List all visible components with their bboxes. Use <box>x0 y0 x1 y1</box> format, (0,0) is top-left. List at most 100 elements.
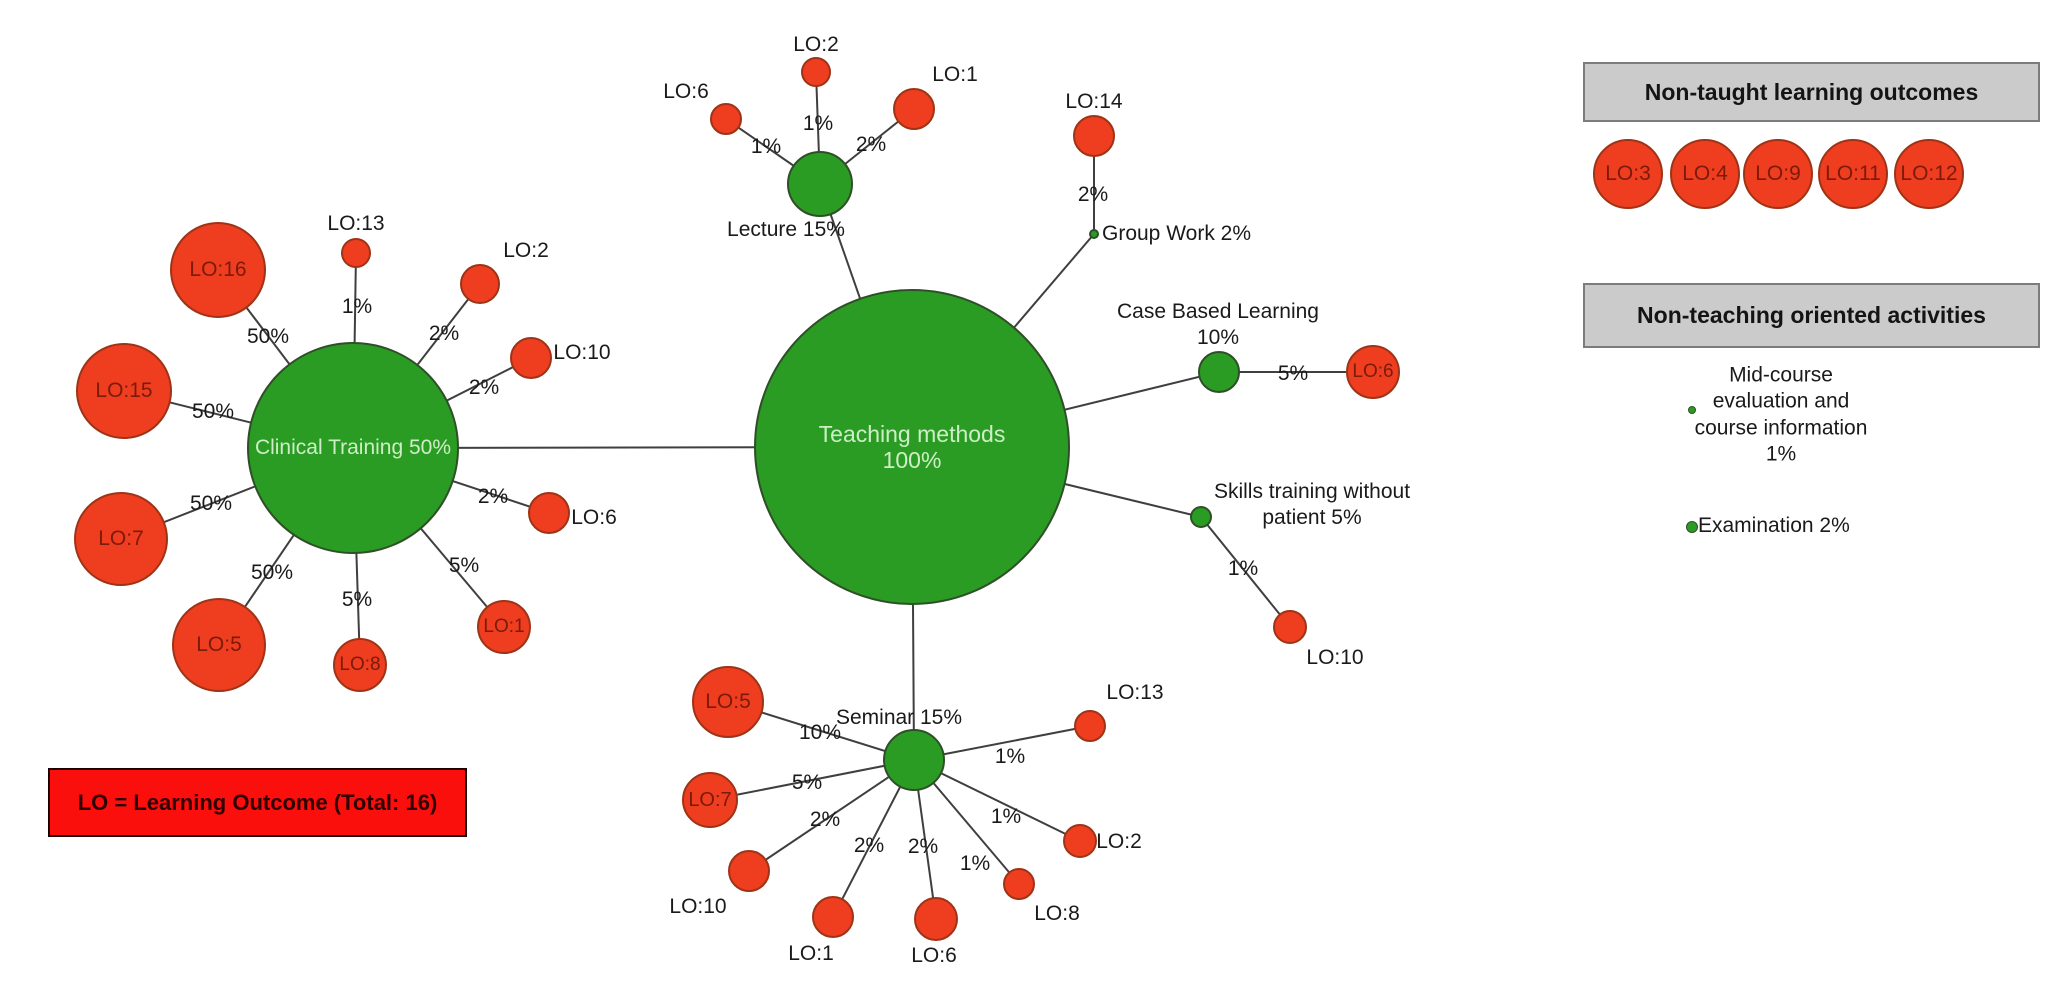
node-teaching-label: Teaching methods 100% <box>818 420 1006 473</box>
node-legend-lo11-label: LO:11 <box>1825 161 1881 185</box>
edge-percent-seminar-e13: 1% <box>994 745 1026 768</box>
diagram-label-1: LO:2 <box>503 238 549 262</box>
node-e5-label: LO:5 <box>705 689 751 713</box>
node-lecture <box>787 151 853 217</box>
edge-percent-skills-s10: 1% <box>1227 557 1259 580</box>
diagram-label-7: Lecture 15% <box>727 217 845 241</box>
edge-percent-clinical-c8: 5% <box>341 588 373 611</box>
edge-percent-cbl-b6: 5% <box>1277 362 1309 385</box>
node-b6: LO:6 <box>1346 345 1400 399</box>
legend-non-teaching-box: Non-teaching oriented activities <box>1583 283 2040 348</box>
activity-dot-1 <box>1686 521 1698 533</box>
node-e7-label: LO:7 <box>688 788 732 811</box>
diagram-label-6: LO:1 <box>932 62 978 86</box>
edge-percent-clinical-c2: 2% <box>428 322 460 345</box>
lo-note-text: LO = Learning Outcome (Total: 16) <box>77 789 438 815</box>
diagram-label-2: LO:10 <box>553 340 611 364</box>
edge-percent-clinical-c10: 2% <box>468 376 500 399</box>
edge-seminar-e10 <box>748 759 915 872</box>
node-c15-label: LO:15 <box>95 378 153 402</box>
node-e10 <box>728 850 770 892</box>
node-skills <box>1190 506 1212 528</box>
node-c16-label: LO:16 <box>189 257 247 281</box>
edge-percent-clinical-c5: 50% <box>250 561 294 584</box>
diagram-label-17: LO:8 <box>1034 901 1080 925</box>
node-seminar <box>883 729 945 791</box>
node-c5-label: LO:5 <box>196 632 242 656</box>
node-l2 <box>801 57 831 87</box>
edge-seminar-e7 <box>709 759 915 801</box>
node-legend-lo11: LO:11 <box>1818 139 1888 209</box>
node-legend-lo12: LO:12 <box>1894 139 1964 209</box>
node-e8 <box>1003 868 1035 900</box>
node-s10 <box>1273 610 1307 644</box>
diagram-label-18: LO:2 <box>1096 829 1142 853</box>
node-legend-lo9-label: LO:9 <box>1755 161 1801 185</box>
node-c8: LO:8 <box>333 638 387 692</box>
node-c8-label: LO:8 <box>339 654 381 676</box>
node-e13 <box>1074 710 1106 742</box>
edge-percent-seminar-e2: 1% <box>990 805 1022 828</box>
diagram-label-15: LO:1 <box>788 941 834 965</box>
diagram-label-5: LO:2 <box>793 32 839 56</box>
edge-percent-seminar-e7: 5% <box>791 771 823 794</box>
diagram-label-9: Group Work 2% <box>1102 221 1251 245</box>
node-e2 <box>1063 824 1097 858</box>
edge-percent-clinical-c6: 2% <box>477 485 509 508</box>
edge-percent-lecture-l1: 2% <box>855 133 887 156</box>
diagram-label-3: LO:6 <box>571 505 617 529</box>
node-clinical: Clinical Training 50% <box>247 342 459 554</box>
diagram-label-14: LO:10 <box>669 894 727 918</box>
diagram-label-0: LO:13 <box>327 211 385 235</box>
node-legend-lo9: LO:9 <box>1743 139 1813 209</box>
diagram-label-11: Skills training without patient 5% <box>1213 479 1411 529</box>
edge-percent-seminar-e1: 2% <box>853 834 885 857</box>
edge-percent-clinical-c15: 50% <box>191 400 235 423</box>
activity-dot-0 <box>1688 406 1696 414</box>
diagram-label-13: Seminar 15% <box>835 705 963 729</box>
node-c6 <box>528 492 570 534</box>
edge-percent-clinical-c13: 1% <box>341 295 373 318</box>
node-legend-lo3: LO:3 <box>1593 139 1663 209</box>
edge-percent-clinical-c1: 5% <box>448 554 480 577</box>
node-g14 <box>1073 115 1115 157</box>
node-l1 <box>893 88 935 130</box>
lo-note-box: LO = Learning Outcome (Total: 16) <box>48 768 467 837</box>
legend-non-teaching-title: Non-teaching oriented activities <box>1637 302 1986 328</box>
diagram-label-4: LO:6 <box>663 79 709 103</box>
node-c16: LO:16 <box>170 222 266 318</box>
diagram-label-10: Case Based Learning 10% <box>1117 299 1319 349</box>
edge-skills-s10 <box>1200 516 1291 628</box>
edge-percent-clinical-c16: 50% <box>246 325 290 348</box>
node-legend-lo4-label: LO:4 <box>1682 161 1728 185</box>
edge-percent-clinical-c7: 50% <box>189 492 233 515</box>
node-e7: LO:7 <box>682 772 738 828</box>
node-cbl <box>1198 351 1240 393</box>
node-e6 <box>914 897 958 941</box>
node-teaching: Teaching methods 100% <box>754 289 1070 605</box>
edge-percent-seminar-e5: 10% <box>798 721 842 744</box>
node-l6 <box>710 103 742 135</box>
node-c13 <box>341 238 371 268</box>
node-legend-lo3-label: LO:3 <box>1605 161 1651 185</box>
edge-percent-lecture-l2: 1% <box>802 112 834 135</box>
diagram-label-19: LO:13 <box>1106 680 1164 704</box>
node-c7-label: LO:7 <box>98 526 144 550</box>
node-clinical-label: Clinical Training 50% <box>254 435 452 459</box>
node-c1: LO:1 <box>477 600 531 654</box>
legend-non-taught-title: Non-taught learning outcomes <box>1644 78 1979 105</box>
edge-percent-seminar-e10: 2% <box>809 808 841 831</box>
node-groupwork <box>1089 229 1099 239</box>
node-c10 <box>510 337 552 379</box>
activity-label-0: Mid-course evaluation and course informa… <box>1694 363 1868 466</box>
node-c15: LO:15 <box>76 343 172 439</box>
node-legend-lo4: LO:4 <box>1670 139 1740 209</box>
edge-percent-lecture-l6: 1% <box>750 135 782 158</box>
legend-non-taught-box: Non-taught learning outcomes <box>1583 62 2040 122</box>
node-c1-label: LO:1 <box>483 616 525 638</box>
node-c5: LO:5 <box>172 598 266 692</box>
node-b6-label: LO:6 <box>1352 361 1394 383</box>
diagram-label-8: LO:14 <box>1065 89 1123 113</box>
activity-label-1: Examination 2% <box>1698 513 1850 537</box>
